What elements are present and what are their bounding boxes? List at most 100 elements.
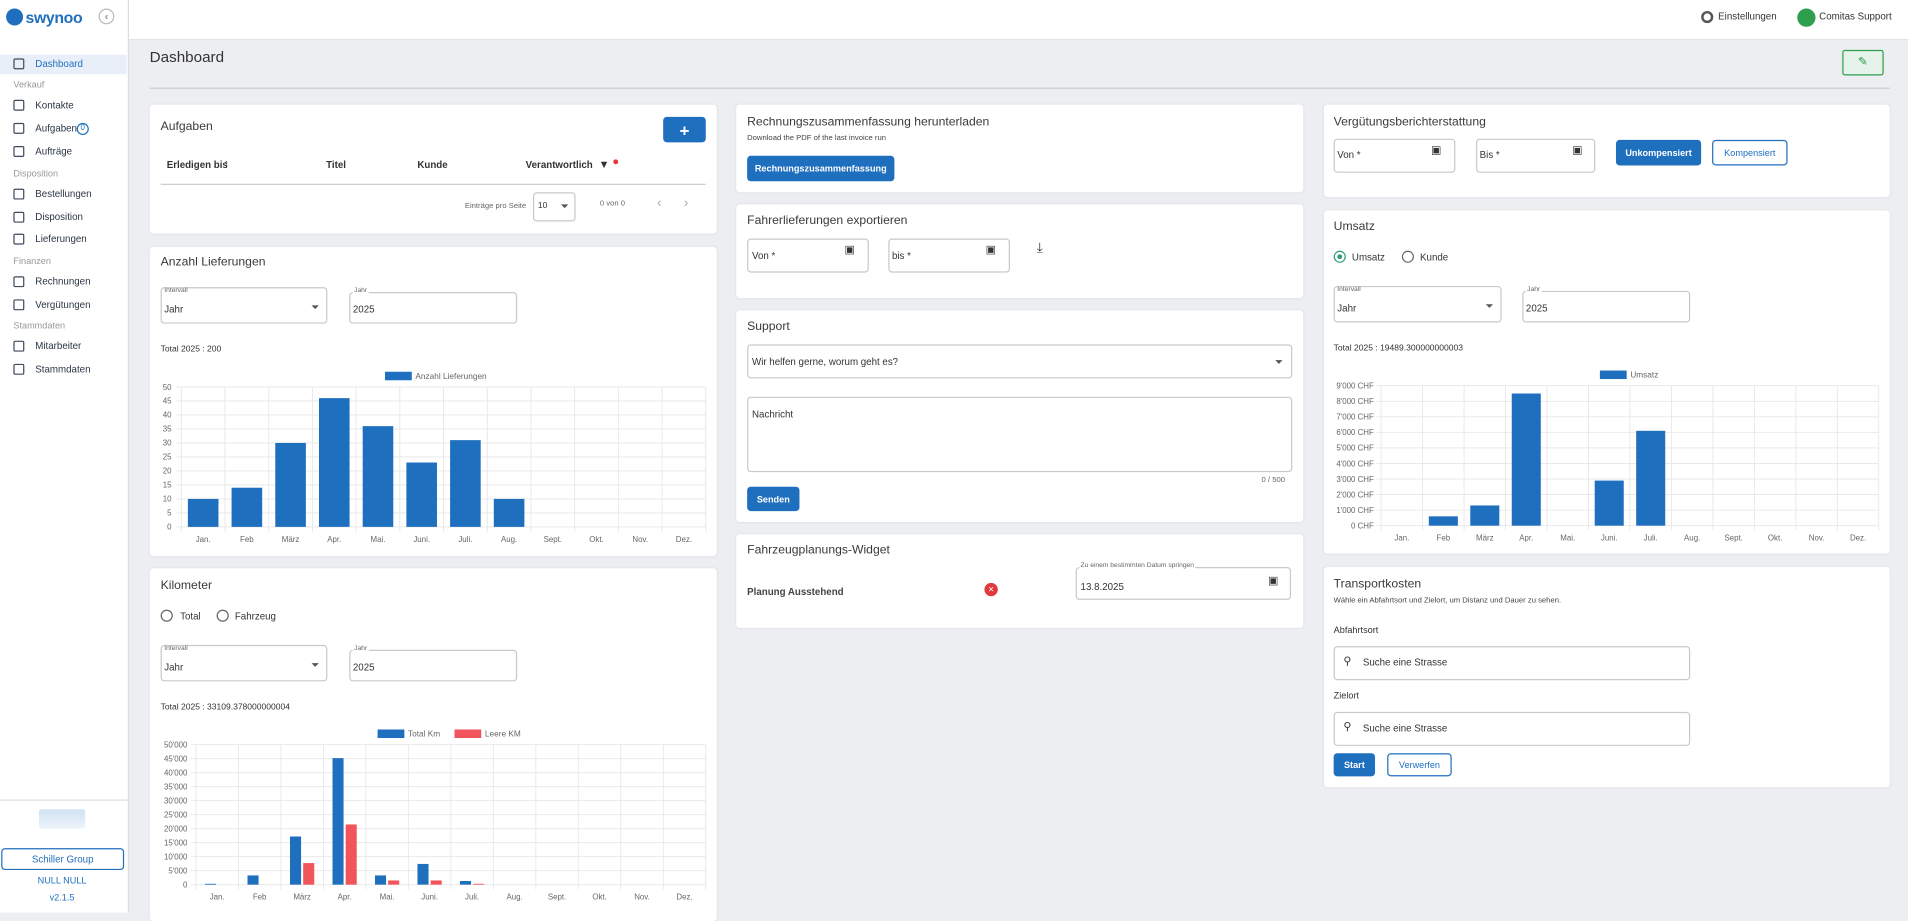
field-label: Intervall — [1337, 285, 1361, 294]
origin-input[interactable] — [1333, 646, 1691, 681]
nav-heading: Disposition — [13, 167, 59, 179]
add-task-button[interactable]: + — [663, 116, 706, 143]
nav-item[interactable]: Stammdaten — [35, 363, 91, 375]
year-input[interactable] — [1522, 290, 1691, 323]
column-header[interactable]: Verantwortlich — [525, 159, 593, 171]
prev-page[interactable]: ‹ — [657, 195, 662, 211]
avatar[interactable] — [1797, 8, 1816, 27]
per-page-value: 10 — [537, 201, 548, 211]
nav-item[interactable]: Aufträge — [35, 146, 73, 157]
field-label: Intervall — [164, 644, 188, 653]
date-input[interactable] — [1333, 138, 1456, 173]
account-name[interactable]: Comitas Support — [1819, 10, 1892, 22]
radio-label[interactable]: Total — [180, 610, 201, 622]
card-title: Vergütungsberichterstattung — [1333, 115, 1486, 129]
company-name: Schiller Group — [31, 853, 94, 865]
card-description: Download the PDF of the last invoice run — [747, 133, 886, 143]
year-input[interactable] — [349, 649, 518, 682]
company-button[interactable]: Schiller Group — [1, 848, 125, 871]
column-header[interactable]: Kunde — [417, 159, 448, 171]
collapse-button[interactable]: ‹ — [98, 8, 115, 25]
nav-icon — [13, 99, 25, 111]
calendar-icon[interactable]: ▣ — [844, 243, 855, 256]
radio-label[interactable]: Kunde — [1420, 251, 1449, 263]
nav-item[interactable]: Bestellungen — [35, 188, 92, 200]
topic-select[interactable] — [747, 344, 1293, 379]
radio-label[interactable]: Fahrzeug — [234, 610, 276, 622]
per-page-select[interactable] — [532, 192, 576, 222]
radio-selected[interactable] — [1333, 250, 1346, 263]
nav-item[interactable]: Kontakte — [35, 99, 74, 111]
interval-select[interactable] — [1333, 285, 1502, 323]
radio[interactable] — [216, 609, 229, 622]
compensated-button[interactable]: Kompensiert — [1712, 139, 1788, 166]
nav-item[interactable]: Rechnungen — [35, 276, 91, 288]
card-title: Anzahl Lieferungen — [160, 255, 266, 269]
status-icon: × — [984, 582, 998, 597]
edit-button[interactable]: ✎ — [1842, 49, 1884, 76]
field-value: 2025 — [352, 661, 375, 673]
field-placeholder: Wir helfen gerne, worum geht es? — [752, 356, 899, 368]
field-placeholder: Nachricht — [752, 408, 794, 420]
calendar-icon[interactable]: ▣ — [985, 243, 997, 256]
date-input[interactable] — [747, 238, 869, 273]
calendar-icon[interactable]: ▣ — [1572, 143, 1583, 156]
column-header[interactable]: Erledigen bis — [166, 159, 228, 171]
caret — [560, 204, 569, 209]
interval-select[interactable] — [160, 287, 328, 324]
nav-item[interactable]: Mitarbeiter — [35, 340, 82, 352]
divider — [0, 799, 128, 801]
send-button[interactable]: Senden — [747, 486, 800, 512]
nav-heading: Finanzen — [13, 255, 51, 267]
settings-link[interactable]: Einstellungen — [1718, 10, 1777, 22]
chart-subtitle: Total 2025 : 200 — [160, 345, 222, 355]
nav-icon — [13, 363, 25, 375]
calendar-icon[interactable]: ▣ — [1267, 574, 1279, 587]
radio[interactable] — [160, 609, 173, 622]
nav-badge: 0 — [76, 122, 89, 136]
next-page[interactable]: › — [683, 195, 689, 211]
nav-item[interactable]: Disposition — [35, 211, 83, 223]
year-input[interactable] — [349, 292, 518, 324]
version: v2.1.5 — [49, 891, 75, 903]
start-button[interactable]: Start — [1333, 753, 1376, 777]
search-icon: ⚲ — [1343, 720, 1352, 733]
uncompensated-button[interactable]: Unkompensiert — [1615, 139, 1702, 166]
column-header[interactable]: Titel — [326, 159, 346, 171]
date-input[interactable] — [1476, 138, 1596, 173]
nav-item[interactable]: Aufgaben — [35, 122, 77, 134]
filter-dot — [613, 159, 619, 165]
date-input[interactable] — [1075, 567, 1292, 600]
char-counter: 0 / 500 — [1261, 475, 1285, 485]
nav-item[interactable]: Vergütungen — [35, 299, 91, 311]
calendar-icon[interactable]: ▣ — [1431, 143, 1442, 156]
destination-input[interactable] — [1333, 711, 1691, 746]
nav-icon — [13, 276, 25, 288]
message-input[interactable] — [747, 396, 1293, 473]
active-nav-highlight — [0, 54, 127, 75]
interval-select[interactable] — [160, 644, 328, 682]
nav-icon — [13, 340, 25, 352]
date-input[interactable] — [888, 238, 1010, 273]
button-label: Start — [1343, 759, 1365, 771]
field-value: 2025 — [1525, 302, 1548, 314]
nav-icon — [13, 122, 25, 134]
radio[interactable] — [1401, 250, 1414, 263]
field-label: Jahr — [352, 644, 369, 653]
nav-item[interactable]: Dashboard — [35, 58, 83, 70]
button-label: Senden — [756, 493, 790, 505]
discard-button[interactable]: Verwerfen — [1387, 753, 1452, 777]
settings-icon[interactable] — [1701, 10, 1714, 24]
download-icon[interactable]: ⤓ — [1036, 240, 1043, 256]
card-title: Fahrerlieferungen exportieren — [747, 214, 908, 228]
page-title: Dashboard — [149, 48, 225, 66]
download-button[interactable]: Rechnungszusammenfassung — [747, 155, 895, 182]
radio-label[interactable]: Umsatz — [1351, 251, 1385, 263]
nav-icon — [13, 188, 25, 200]
filter-icon[interactable]: ▼ — [598, 158, 610, 171]
nav-item[interactable]: Lieferungen — [35, 233, 87, 245]
company-logo — [38, 809, 86, 829]
button-label: Verwerfen — [1398, 759, 1440, 771]
caret — [1485, 304, 1494, 308]
